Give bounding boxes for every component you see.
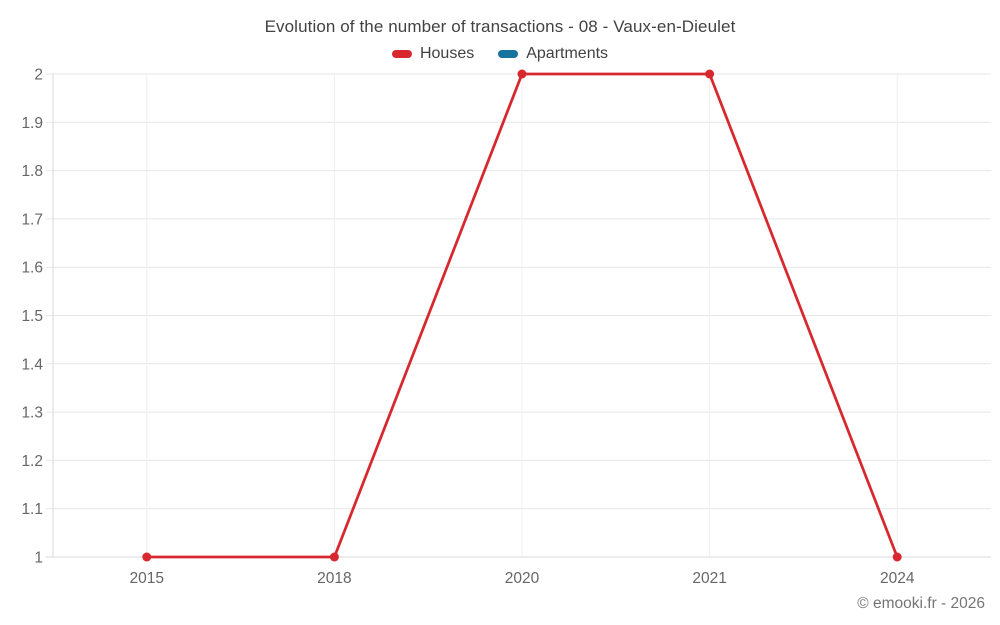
legend-item-apartments[interactable]: Apartments xyxy=(498,45,608,63)
x-axis-label: 2015 xyxy=(130,570,164,587)
y-axis-label: 1.8 xyxy=(21,163,43,180)
legend: Houses Apartments xyxy=(0,45,1000,63)
x-axis-label: 2024 xyxy=(880,570,915,587)
x-axis-label: 2018 xyxy=(317,570,351,587)
legend-label: Houses xyxy=(419,45,475,62)
x-axis-label: 2020 xyxy=(505,570,540,587)
legend-swatch-houses xyxy=(391,50,412,58)
legend-label: Apartments xyxy=(526,45,609,62)
copyright: © emooki.fr - 2026 xyxy=(857,595,985,612)
y-axis-label: 1.4 xyxy=(21,356,43,373)
y-axis-label: 1.1 xyxy=(21,501,43,518)
chart-title: Evolution of the number of transactions … xyxy=(264,17,736,36)
houses-data-point[interactable] xyxy=(892,552,902,562)
houses-data-point[interactable] xyxy=(329,552,339,562)
legend-item-houses[interactable]: Houses xyxy=(391,45,475,63)
y-axis-label: 1.3 xyxy=(21,405,43,422)
houses-data-point[interactable] xyxy=(705,69,715,79)
y-axis-label: 1 xyxy=(34,550,43,567)
y-axis-label: 1.9 xyxy=(21,115,43,132)
y-axis-label: 2 xyxy=(34,67,43,84)
houses-data-point[interactable] xyxy=(142,552,152,562)
legend-swatch-apartments xyxy=(498,50,519,58)
houses-data-point[interactable] xyxy=(517,69,527,79)
x-axis-label: 2021 xyxy=(692,570,726,587)
y-axis-label: 1.5 xyxy=(21,308,43,325)
y-axis-label: 1.6 xyxy=(21,260,43,277)
y-axis-label: 1.7 xyxy=(21,211,43,228)
y-axis-label: 1.2 xyxy=(21,453,43,470)
